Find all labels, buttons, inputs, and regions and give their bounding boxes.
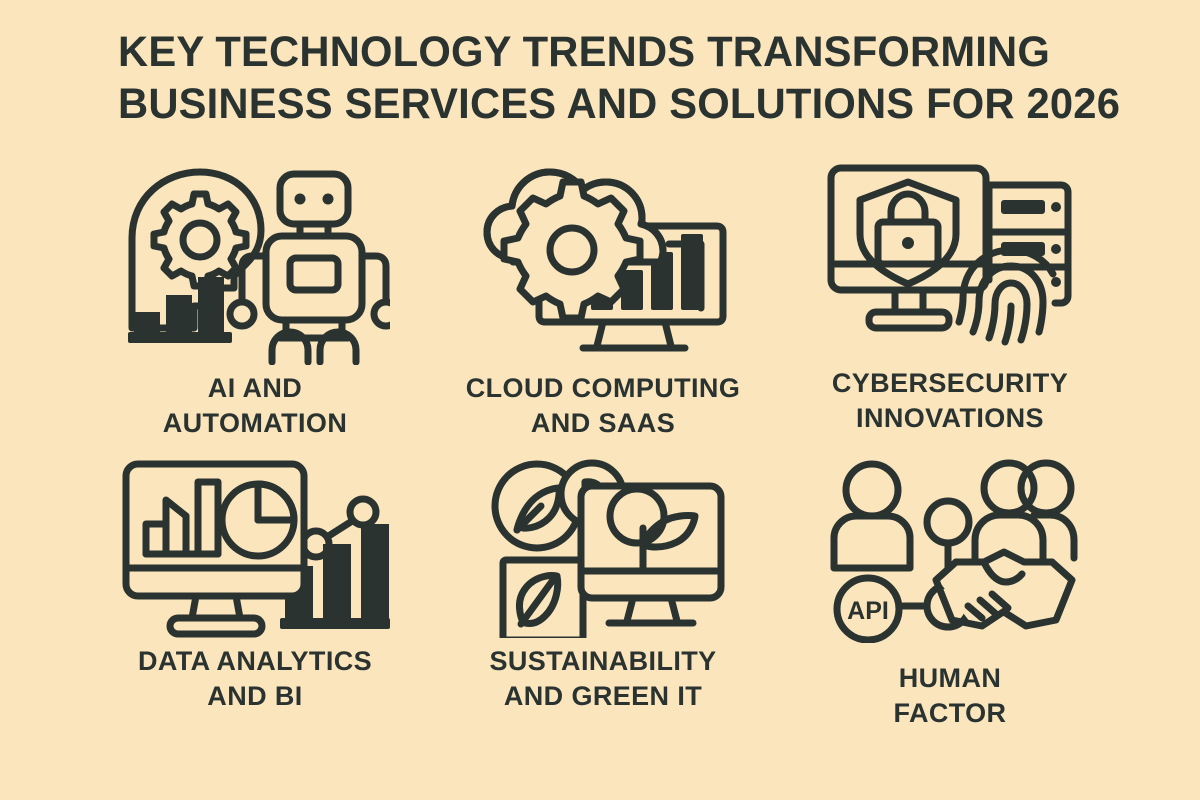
card-label-ai-and-automation: AI AND AUTOMATION bbox=[65, 371, 445, 441]
card-label-cloud-computing-and-saas: CLOUD COMPUTING AND SAAS bbox=[413, 371, 793, 441]
monitor-icon bbox=[535, 222, 727, 352]
leaf-in-square-icon bbox=[499, 556, 586, 638]
label-line-1: CLOUD COMPUTING bbox=[465, 373, 741, 403]
label-line-1: HUMAN bbox=[898, 663, 1002, 693]
fingerprint-icon bbox=[955, 246, 1056, 346]
card-label-human-factor: HUMAN FACTOR bbox=[760, 661, 1140, 731]
shield-icon bbox=[856, 178, 959, 288]
handshake-icon bbox=[932, 548, 1076, 632]
card-human-factor[interactable]: API bbox=[760, 458, 1140, 731]
icon-group-data-analytics-and-bi bbox=[65, 458, 445, 638]
gear-icon bbox=[150, 190, 250, 290]
bar-chart-icon bbox=[128, 277, 232, 343]
label-line-1: DATA ANALYTICS bbox=[137, 646, 373, 676]
label-line-2: AND SAAS bbox=[530, 408, 676, 438]
label-line-1: SUSTAINABILITY bbox=[489, 646, 717, 676]
label-line-2: AND GREEN IT bbox=[503, 681, 703, 711]
padlock-icon bbox=[874, 190, 941, 268]
card-label-cybersecurity-innovations: CYBERSECURITY INNOVATIONS bbox=[760, 366, 1140, 436]
screen-bar-chart-icon bbox=[142, 478, 222, 558]
card-ai-and-automation[interactable]: AI AND AUTOMATION bbox=[65, 160, 445, 441]
label-line-2: INNOVATIONS bbox=[856, 403, 1044, 433]
title-line-1: KEY TECHNOLOGY TRENDS TRANSFORMING bbox=[118, 28, 1051, 76]
icon-group-sustainability-and-green-it bbox=[413, 458, 793, 638]
icon-group-ai-and-automation bbox=[65, 160, 445, 365]
card-cybersecurity-innovations[interactable]: CYBERSECURITY INNOVATIONS bbox=[760, 160, 1140, 436]
robot-icon bbox=[226, 170, 390, 365]
card-sustainability-and-green-it[interactable]: SUSTAINABILITY AND GREEN IT bbox=[413, 458, 793, 714]
monitor-plant-icon bbox=[577, 482, 724, 627]
person-icon bbox=[830, 460, 914, 572]
api-badge-icon: API bbox=[833, 574, 903, 643]
label-line-2: AUTOMATION bbox=[162, 408, 348, 438]
api-badge-label: API bbox=[847, 597, 889, 625]
card-label-sustainability-and-green-it: SUSTAINABILITY AND GREEN IT bbox=[413, 644, 793, 714]
icon-group-human-factor: API bbox=[760, 458, 1140, 643]
icon-group-cloud-computing-and-saas bbox=[413, 160, 793, 365]
label-line-2: FACTOR bbox=[893, 698, 1007, 728]
gear-icon bbox=[500, 178, 644, 322]
title-line-2: BUSINESS SERVICES AND SOLUTIONS FOR 2026 bbox=[118, 80, 1121, 128]
card-label-data-analytics-and-bi: DATA ANALYTICS AND BI bbox=[65, 644, 445, 714]
label-line-2: AND BI bbox=[207, 681, 303, 711]
card-cloud-computing-and-saas[interactable]: CLOUD COMPUTING AND SAAS bbox=[413, 160, 793, 441]
label-line-1: AI AND bbox=[207, 373, 303, 403]
icon-group-cybersecurity-innovations bbox=[760, 160, 1140, 360]
head-gear-icon bbox=[128, 168, 265, 332]
pie-chart-icon bbox=[218, 480, 298, 560]
card-data-analytics-and-bi[interactable]: DATA ANALYTICS AND BI bbox=[65, 458, 445, 714]
label-line-1: CYBERSECURITY bbox=[831, 368, 1069, 398]
group-people-icon bbox=[971, 459, 1078, 562]
page-title: KEY TECHNOLOGY TRENDS TRANSFORMING BUSIN… bbox=[118, 26, 1121, 130]
